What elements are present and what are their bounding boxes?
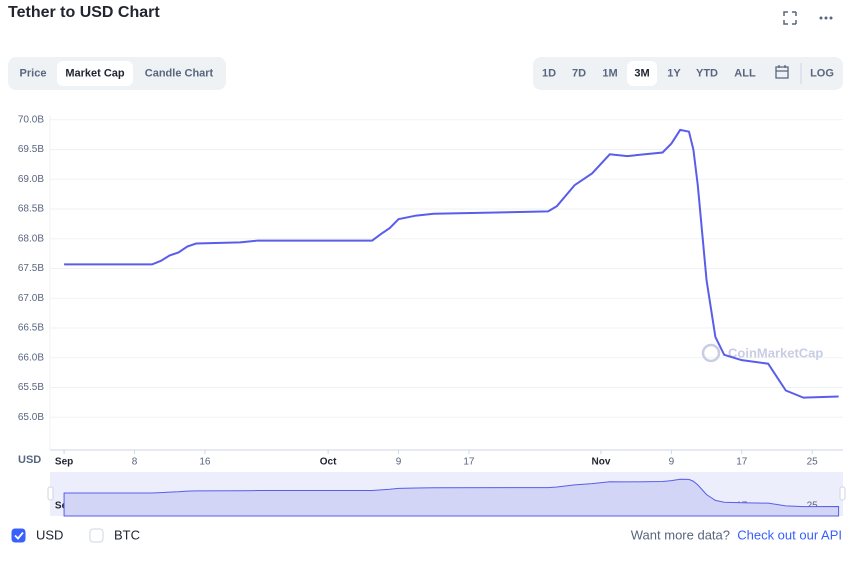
range-button[interactable]: 1Y	[667, 67, 681, 79]
navigator-handle-right[interactable]	[839, 486, 846, 501]
y-tick-label: 65.0B	[18, 412, 44, 423]
calendar-button[interactable]	[775, 65, 789, 79]
legend-checkbox[interactable]	[89, 528, 104, 543]
checkmark	[14, 531, 24, 540]
y-tick-label: 68.0B	[18, 233, 44, 244]
y-tick-label: 66.0B	[18, 352, 44, 363]
y-tick-label: 66.5B	[18, 323, 44, 334]
watermark: CoinMarketCap	[728, 345, 823, 360]
range-button[interactable]: 7D	[572, 67, 586, 79]
tab-active-bg	[57, 61, 133, 86]
x-tick-label: Nov	[592, 457, 611, 468]
legend-label[interactable]: BTC	[114, 527, 140, 542]
x-tick-label: 9	[669, 457, 675, 468]
y-tick-label: 68.5B	[18, 204, 44, 215]
range-group	[533, 57, 843, 90]
navigator-handle-left[interactable]	[47, 486, 54, 501]
range-button[interactable]: 3M	[634, 67, 649, 79]
range-active-bg	[627, 61, 657, 86]
x-tick-label: Oct	[320, 457, 337, 468]
x-tick-label: 9	[396, 457, 402, 468]
x-tick-label: 17	[736, 457, 748, 468]
page-title: Tether to USD Chart	[8, 4, 160, 21]
x-tick-label: 17	[463, 457, 475, 468]
footer-prompt: Want more data?	[631, 527, 730, 542]
legend-checkbox[interactable]	[11, 528, 26, 543]
log-button[interactable]: LOG	[810, 67, 834, 79]
watermark-logo	[701, 343, 721, 363]
more-button[interactable]	[819, 16, 833, 20]
fullscreen-button[interactable]	[783, 11, 797, 25]
y-axis-label: USD	[18, 454, 41, 466]
y-tick-label: 69.0B	[18, 174, 44, 185]
range-button[interactable]: YTD	[696, 67, 718, 79]
y-tick-label: 67.5B	[18, 263, 44, 274]
x-tick-label: Sep	[55, 457, 73, 468]
x-tick-label: 25	[807, 457, 819, 468]
price-line	[64, 128, 839, 399]
range-button[interactable]: 1D	[542, 67, 556, 79]
x-tick-label: 16	[199, 457, 211, 468]
y-tick-label: 65.5B	[18, 382, 44, 393]
y-tick-label: 70.0B	[18, 114, 44, 125]
y-tick-label: 69.5B	[18, 144, 44, 155]
tab[interactable]: Candle Chart	[145, 67, 214, 79]
y-tick-label: 67.0B	[18, 293, 44, 304]
range-button[interactable]: 1M	[602, 67, 617, 79]
tab[interactable]: Price	[20, 67, 47, 79]
navigator-area	[63, 478, 840, 517]
legend-label[interactable]: USD	[36, 527, 63, 542]
tab[interactable]: Market Cap	[65, 67, 125, 79]
x-tick-label: 8	[132, 457, 138, 468]
range-button[interactable]: ALL	[734, 67, 756, 79]
api-link[interactable]: Check out our API	[737, 527, 842, 542]
